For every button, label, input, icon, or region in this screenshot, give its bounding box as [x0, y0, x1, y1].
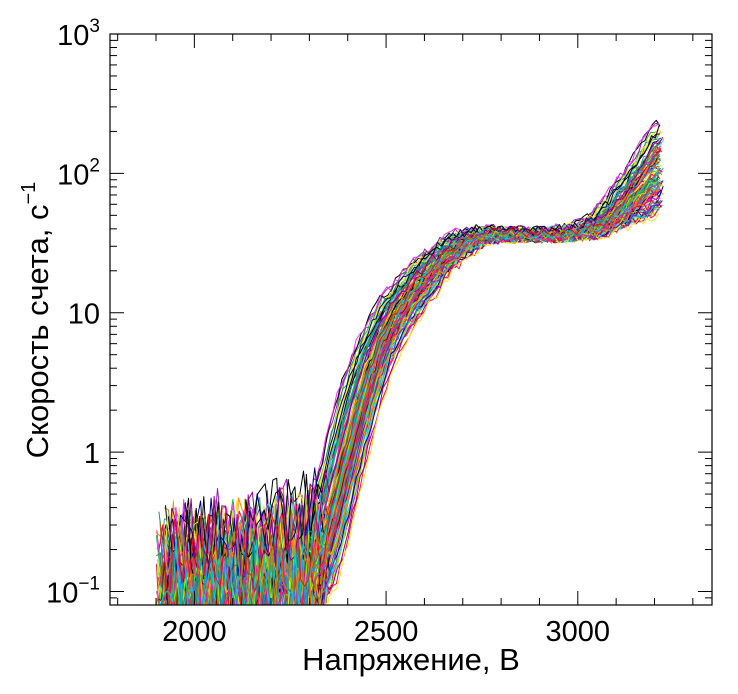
- y-axis-title-text: Скорость счета, с: [20, 205, 55, 459]
- ticks-layer: [110, 34, 712, 606]
- series-line: [158, 147, 662, 594]
- y-tick-label: 1: [84, 438, 100, 470]
- series-line: [159, 174, 659, 605]
- series-line: [168, 133, 660, 580]
- series-line: [175, 166, 659, 605]
- y-axis-title-exponent: −1: [18, 182, 40, 205]
- x-axis-title: Напряжение, В: [302, 642, 520, 677]
- y-axis-title: Скорость счета, с−1: [18, 182, 55, 459]
- series-line: [167, 136, 664, 583]
- series-line: [167, 125, 660, 581]
- y-tick-label: 10−1: [46, 573, 100, 609]
- tick-labels-layer: 2000 2500 3000 10−1 1 10 102 103: [46, 16, 610, 648]
- x-tick-label: 2500: [354, 616, 419, 648]
- series-layer: [155, 119, 665, 605]
- x-tick-label: 2000: [162, 616, 227, 648]
- y-tick-label: 102: [57, 155, 100, 191]
- y-tick-label: 103: [57, 16, 100, 52]
- y-tick-label: 10: [68, 299, 100, 331]
- x-tick-label: 3000: [546, 616, 611, 648]
